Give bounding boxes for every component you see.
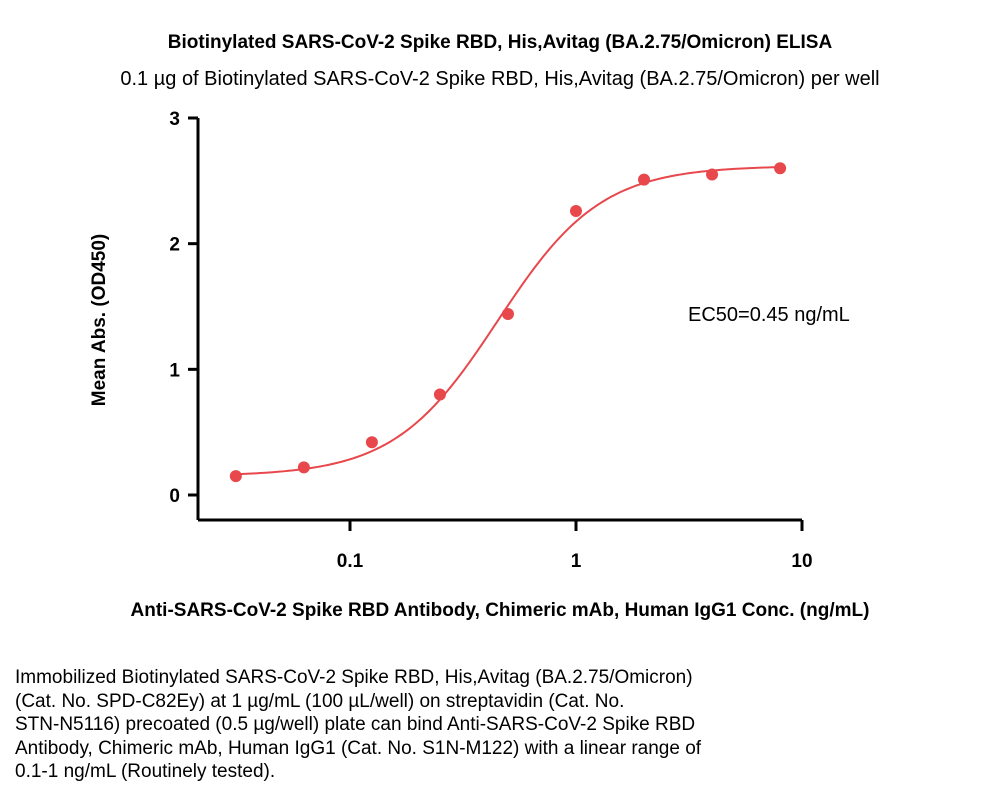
caption-line-4: Antibody, Chimeric mAb, Human IgG1 (Cat.…: [15, 737, 702, 759]
data-point: [774, 162, 787, 175]
y-tick-label-1: 1: [169, 360, 180, 381]
y-tick-label-2: 2: [169, 235, 180, 256]
figure-caption: Immobilized Biotinylated SARS-CoV-2 Spik…: [15, 666, 915, 784]
y-tick-label-3: 3: [169, 109, 180, 130]
data-point: [638, 173, 651, 186]
data-point: [570, 204, 582, 217]
x-tick-label-0.1: 0.1: [337, 551, 364, 572]
data-point: [501, 308, 514, 321]
x-axis-label: Anti-SARS-CoV-2 Spike RBD Antibody, Chim…: [130, 600, 870, 621]
caption-line-3: STN-N5116) precoated (0.5 µg/well) plate…: [15, 714, 696, 735]
data-point: [229, 470, 242, 483]
data-point: [706, 168, 719, 181]
x-tick-label-10: 10: [791, 551, 812, 572]
x-tick-label-1: 1: [571, 551, 582, 572]
data-point: [297, 461, 310, 474]
ec50-annotation: EC50=0.45 ng/mL: [688, 304, 850, 326]
chart-title: Biotinylated SARS-CoV-2 Spike RBD, His,A…: [167, 32, 833, 53]
caption-line-1: Immobilized Biotinylated SARS-CoV-2 Spik…: [15, 667, 693, 688]
y-axis-label: Mean Abs. (OD450): [89, 233, 110, 407]
data-point: [433, 388, 446, 401]
fit-curve-line: [235, 166, 781, 476]
caption-line-2: (Cat. No. SPD-C82Ey) at 1 µg/mL (100 µL/…: [15, 690, 625, 712]
elisa-chart: 0 1 2 3 0.1 1 10: [169, 109, 812, 572]
caption-line-5: 0.1-1 ng/mL (Routinely tested).: [15, 761, 276, 782]
y-tick-label-0: 0: [169, 486, 180, 507]
chart-subtitle: 0.1 µg of Biotinylated SARS-CoV-2 Spike …: [120, 68, 880, 90]
data-point: [365, 436, 378, 449]
